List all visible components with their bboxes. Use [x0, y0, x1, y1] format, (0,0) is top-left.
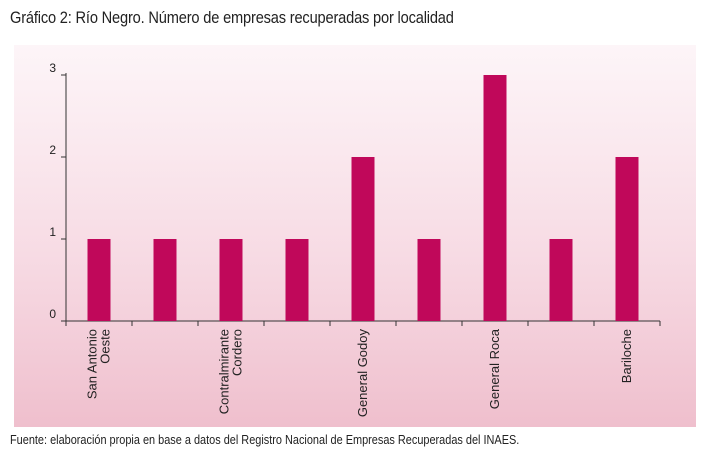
chart-panel: 0 1 2 3 San AntonioOeste ContralmiranteCorder…: [14, 45, 696, 427]
x-tick-label-line: General Roca: [487, 328, 502, 409]
x-tick-label-line: Oeste: [98, 329, 113, 364]
bar: [549, 239, 573, 321]
bar: [351, 157, 375, 321]
x-tick-label-line: Contralmirante: [217, 329, 232, 414]
bar: [219, 239, 243, 321]
bar-chart: 0 1 2 3 San AntonioOeste ContralmiranteCorder…: [49, 61, 661, 418]
bar: [417, 239, 441, 321]
bar: [285, 239, 309, 321]
bar: [153, 239, 177, 321]
bar: [615, 157, 639, 321]
x-tick-label: General Godoy: [355, 329, 370, 418]
x-tick-label-line: San Antonio: [85, 329, 100, 399]
x-tick-label: General Roca: [487, 328, 502, 409]
x-tick-label: Bariloche: [619, 329, 634, 383]
y-tick-label: 1: [49, 225, 56, 239]
chart-title: Gráfico 2: Río Negro. Número de empresas…: [10, 8, 454, 27]
y-tick-label: 2: [49, 143, 56, 157]
x-tick-label: ContralmiranteCordero: [217, 329, 245, 414]
bar: [87, 239, 111, 321]
x-tick-label: San AntonioOeste: [85, 329, 113, 399]
x-tick-label-line: General Godoy: [355, 329, 370, 418]
x-tick-label-line: Cordero: [230, 329, 245, 376]
x-tick-label-line: Bariloche: [619, 329, 634, 383]
source-note: Fuente: elaboración propia en base a dat…: [10, 432, 520, 447]
bar: [483, 75, 507, 321]
y-tick-label: 3: [49, 61, 56, 75]
y-tick-label: 0: [49, 307, 56, 321]
